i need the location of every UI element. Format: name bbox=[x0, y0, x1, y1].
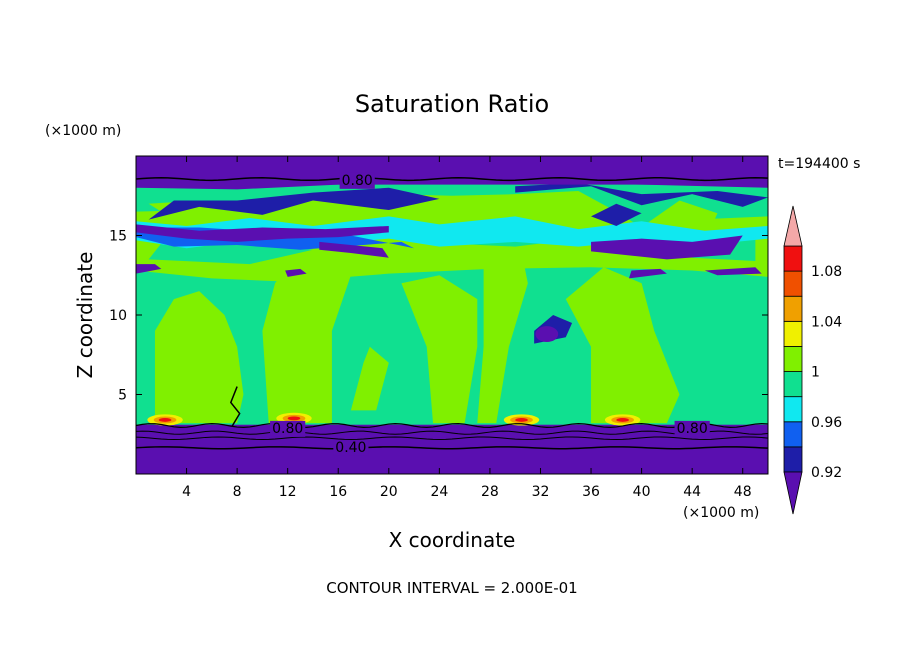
plume-region bbox=[350, 346, 389, 411]
time-label: t=194400 s bbox=[778, 156, 860, 172]
dry-band bbox=[704, 267, 762, 276]
colorbar-segment bbox=[783, 396, 803, 423]
dry-band bbox=[319, 241, 389, 258]
colorbar-label: 0.92 bbox=[811, 465, 842, 481]
colorbar-segment bbox=[783, 346, 803, 372]
colorbar-segment bbox=[783, 446, 803, 473]
contour-lines bbox=[136, 177, 768, 450]
saturation-field bbox=[136, 156, 768, 474]
contour-interval-note: CONTOUR INTERVAL = 2.000E-01 bbox=[326, 579, 577, 597]
contour-label: 0.80 bbox=[342, 173, 373, 189]
contour-line-080 bbox=[136, 177, 768, 182]
y-unit-label: (×1000 m) bbox=[45, 123, 121, 139]
y-axis-label: Z coordinate bbox=[73, 252, 97, 379]
contour-label: 0.40 bbox=[335, 440, 366, 456]
colorbar-segment bbox=[783, 320, 803, 347]
x-tick-label: 32 bbox=[532, 484, 550, 500]
plume-region bbox=[262, 267, 351, 424]
x-tick-label: 48 bbox=[734, 484, 752, 500]
anvil-blob bbox=[535, 326, 559, 343]
colorbar-min-arrow bbox=[783, 471, 803, 515]
plume-region bbox=[565, 267, 680, 424]
stratosphere-band bbox=[136, 179, 768, 190]
contour-line bbox=[136, 430, 768, 435]
x-tick-label: 4 bbox=[182, 484, 191, 500]
colorbar-max-arrow bbox=[783, 205, 803, 247]
x-tick-label: 40 bbox=[633, 484, 651, 500]
plume-region bbox=[154, 291, 244, 424]
stratosphere-band bbox=[136, 156, 768, 185]
dry-band bbox=[136, 224, 389, 242]
chart-title: Saturation Ratio bbox=[355, 90, 549, 118]
colorbar-segment bbox=[783, 371, 803, 398]
surface-hotspot bbox=[287, 416, 301, 421]
plume-region bbox=[477, 251, 528, 424]
cirrus-streak bbox=[515, 183, 768, 207]
contour-line bbox=[229, 386, 241, 427]
dry-band bbox=[591, 235, 743, 260]
contour-label: 0.80 bbox=[272, 421, 303, 437]
x-tick-label: 8 bbox=[233, 484, 242, 500]
x-tick-label: 20 bbox=[380, 484, 398, 500]
x-axis-label: X coordinate bbox=[389, 528, 516, 552]
contour-labels: 0.80 0.80 0.40 0.80 bbox=[270, 172, 710, 456]
colorbar-label: 1 bbox=[811, 365, 820, 381]
colorbar-label: 1.04 bbox=[811, 314, 842, 330]
colorbar-label: 1.08 bbox=[811, 264, 842, 280]
dry-band bbox=[285, 268, 307, 277]
contour-label-bg bbox=[270, 420, 306, 437]
x-tick-label: 16 bbox=[329, 484, 347, 500]
surface-hotspot bbox=[158, 418, 172, 422]
contour-line bbox=[136, 436, 768, 440]
x-tick-label: 24 bbox=[430, 484, 448, 500]
contour-label-bg bbox=[674, 420, 710, 437]
plume-region bbox=[401, 275, 478, 424]
colorbar-segment bbox=[783, 421, 803, 448]
contour-line-040 bbox=[136, 446, 768, 450]
surface-hotspot bbox=[515, 418, 528, 422]
y-tick-label: 15 bbox=[109, 229, 127, 245]
y-axis-ticks: 5 10 15 bbox=[109, 229, 768, 404]
dry-band bbox=[136, 264, 162, 274]
x-tick-label: 36 bbox=[582, 484, 600, 500]
cirrus-streak bbox=[148, 187, 440, 220]
contour-label-bg bbox=[333, 439, 369, 456]
dry-band bbox=[628, 268, 667, 279]
contour-label: 0.80 bbox=[677, 421, 708, 437]
x-tick-label: 28 bbox=[481, 484, 499, 500]
cirrus-streak bbox=[591, 203, 642, 226]
y-tick-label: 5 bbox=[118, 388, 127, 404]
colorbar: 0.92 0.96 1 1.04 1.08 bbox=[783, 205, 842, 515]
x-tick-label: 44 bbox=[683, 484, 701, 500]
y-tick-label: 10 bbox=[109, 308, 127, 324]
colorbar-label: 0.96 bbox=[811, 415, 842, 431]
contour-label-bg bbox=[339, 172, 375, 189]
surface-hotspot bbox=[616, 418, 629, 422]
colorbar-segment bbox=[783, 295, 803, 322]
colorbar-segment bbox=[783, 270, 803, 297]
contour-line-080 bbox=[136, 422, 768, 429]
colorbar-segment bbox=[783, 245, 803, 272]
x-unit-label: (×1000 m) bbox=[683, 505, 759, 521]
x-axis-ticks: 4 8 12 16 20 24 28 32 36 40 44 48 bbox=[182, 156, 752, 500]
x-tick-label: 12 bbox=[279, 484, 297, 500]
